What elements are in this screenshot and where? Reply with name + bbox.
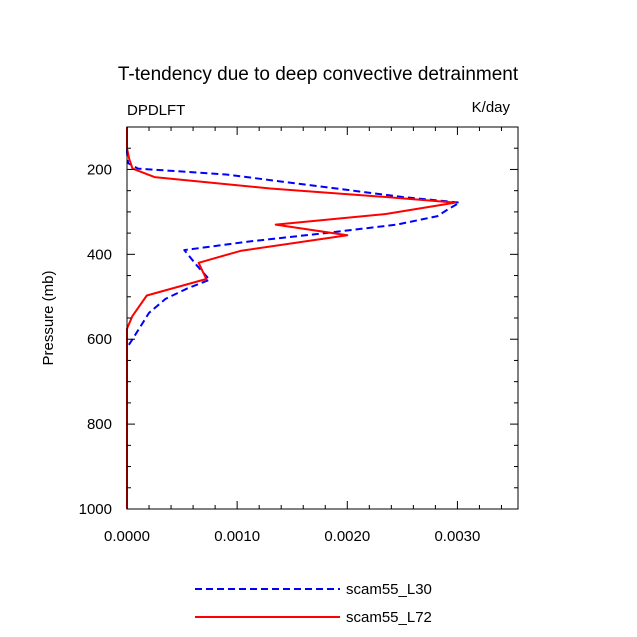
legend-label-scam55_L30: scam55_L30: [346, 581, 432, 598]
tick-labels: 0.0000 0.0010 0.0020 0.0030 200 400 600 800 1000: [79, 161, 481, 545]
legend: scam55_L30 scam55_L72: [195, 581, 432, 626]
chart-subtitle-right: K/day: [472, 99, 511, 116]
series-line-scam55_L30: [126, 127, 461, 509]
x-tick-label: 0.0010: [214, 528, 260, 545]
chart-title: T-tendency due to deep convective detrai…: [118, 64, 519, 85]
legend-label-scam55_L72: scam55_L72: [346, 609, 432, 626]
plot-lines: [126, 127, 461, 509]
y-tick-label: 400: [87, 246, 112, 263]
x-tick-label: 0.0020: [324, 528, 370, 545]
plot-ticks: [126, 127, 518, 510]
series-line-scam55_L72: [126, 127, 457, 509]
x-tick-label: 0.0000: [104, 528, 150, 545]
y-tick-label: 800: [87, 416, 112, 433]
plot-frame: [126, 126, 519, 510]
y-axis-label: Pressure (mb): [40, 270, 57, 365]
x-tick-label: 0.0030: [434, 528, 480, 545]
y-tick-label: 1000: [79, 501, 112, 518]
chart-subtitle-left: DPDLFT: [127, 102, 185, 119]
y-tick-label: 200: [87, 161, 112, 178]
y-tick-label: 600: [87, 331, 112, 348]
